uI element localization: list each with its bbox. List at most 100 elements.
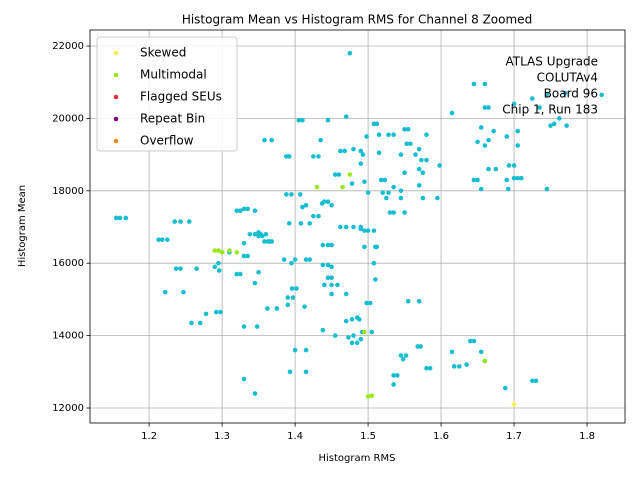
y-tick-label: 16000 [52, 258, 84, 269]
scatter-point [267, 239, 272, 244]
scatter-point [599, 92, 604, 98]
y-axis-label: Histogram Mean [17, 185, 28, 267]
scatter-point [367, 300, 373, 306]
scatter-point [358, 224, 364, 230]
scatter-point [362, 329, 367, 335]
scatter-point [386, 132, 391, 137]
scatter-point [189, 320, 194, 326]
y-tick-label: 20000 [52, 113, 84, 124]
scatter-point [420, 195, 426, 201]
scatter-point [365, 190, 371, 195]
scatter-point [504, 177, 510, 183]
scatter-point [274, 306, 280, 311]
scatter-point [234, 271, 240, 277]
scatter-point [245, 253, 250, 259]
scatter-point [362, 179, 367, 185]
scatter-point [194, 266, 199, 271]
scatter-point [451, 364, 457, 369]
scatter-point [403, 353, 409, 358]
scatter-point [263, 231, 269, 237]
scatter-point [238, 271, 243, 277]
scatter-point [376, 150, 382, 156]
scatter-point [162, 289, 168, 295]
scatter-point [314, 184, 320, 190]
scatter-point [156, 237, 161, 242]
scatter-point [384, 195, 389, 201]
scatter-point [471, 338, 477, 344]
scatter-point [254, 324, 260, 329]
legend-label: Flagged SEUs [140, 90, 222, 104]
scatter-point [212, 264, 218, 270]
scatter-point [362, 228, 367, 233]
scatter-point [511, 175, 517, 181]
scatter-point [218, 309, 223, 315]
scatter-point [515, 128, 521, 134]
scatter-point [382, 177, 388, 183]
annotation: Board 96 [544, 87, 598, 101]
scatter-point [369, 393, 375, 399]
scatter-point [285, 302, 291, 308]
scatter-point [413, 152, 418, 157]
scatter-point [227, 248, 232, 253]
x-tick-label: 1.4 [287, 431, 303, 442]
scatter-point [420, 170, 426, 176]
scatter-point [289, 286, 295, 291]
legend-marker [113, 50, 119, 56]
scatter-point [311, 154, 316, 159]
scatter-point [234, 208, 240, 214]
scatter-point [303, 257, 309, 262]
scatter-point [347, 50, 353, 56]
x-tick-label: 1.3 [214, 431, 230, 442]
scatter-point [216, 268, 222, 273]
scatter-point [117, 215, 123, 221]
scatter-point [165, 237, 170, 242]
y-tick-label: 18000 [52, 186, 84, 197]
x-axis-label: Histogram RMS [319, 453, 396, 464]
scatter-point [400, 356, 406, 362]
scatter-point [297, 192, 303, 197]
scatter-point [405, 126, 411, 132]
scatter-point [394, 373, 400, 378]
scatter-point [506, 163, 512, 168]
scatter-point [475, 177, 480, 183]
scatter-point [338, 224, 343, 230]
scatter-point [475, 139, 480, 145]
scatter-point [391, 373, 396, 378]
scatter-point [380, 190, 385, 195]
scatter-point [216, 248, 221, 253]
scatter-point [391, 382, 396, 387]
scatter-point [511, 163, 517, 168]
scatter-point [316, 213, 321, 219]
scatter-point [515, 143, 521, 148]
scatter-point [329, 291, 334, 297]
scatter-point [338, 148, 343, 154]
scatter-point [241, 206, 247, 212]
scatter-point [365, 228, 371, 233]
legend-box [96, 36, 238, 152]
scatter-point [351, 224, 356, 230]
scatter-point [252, 231, 258, 237]
scatter-point [316, 154, 321, 159]
scatter-point [371, 260, 377, 266]
annotation: COLUTAv4 [537, 71, 598, 85]
scatter-point [325, 117, 331, 123]
scatter-point [286, 221, 292, 226]
scatter-point [292, 257, 298, 262]
scatter-point [245, 206, 250, 212]
scatter-point [378, 177, 384, 183]
x-tick-label: 1.7 [506, 431, 522, 442]
scatter-point [544, 186, 550, 192]
scatter-point [358, 161, 364, 166]
scatter-point [303, 202, 309, 208]
scatter-point [203, 311, 209, 317]
scatter-point [349, 317, 355, 322]
scatter-point [265, 306, 270, 311]
legend: Skewed Multimodal Flagged SEUs Repeat Bin Ov… [96, 36, 238, 152]
scatter-point [294, 286, 299, 291]
scatter-point [298, 221, 304, 226]
scatter-point [449, 110, 455, 116]
scatter-point [303, 369, 309, 375]
scatter-point [365, 394, 371, 399]
scatter-point [478, 186, 484, 192]
